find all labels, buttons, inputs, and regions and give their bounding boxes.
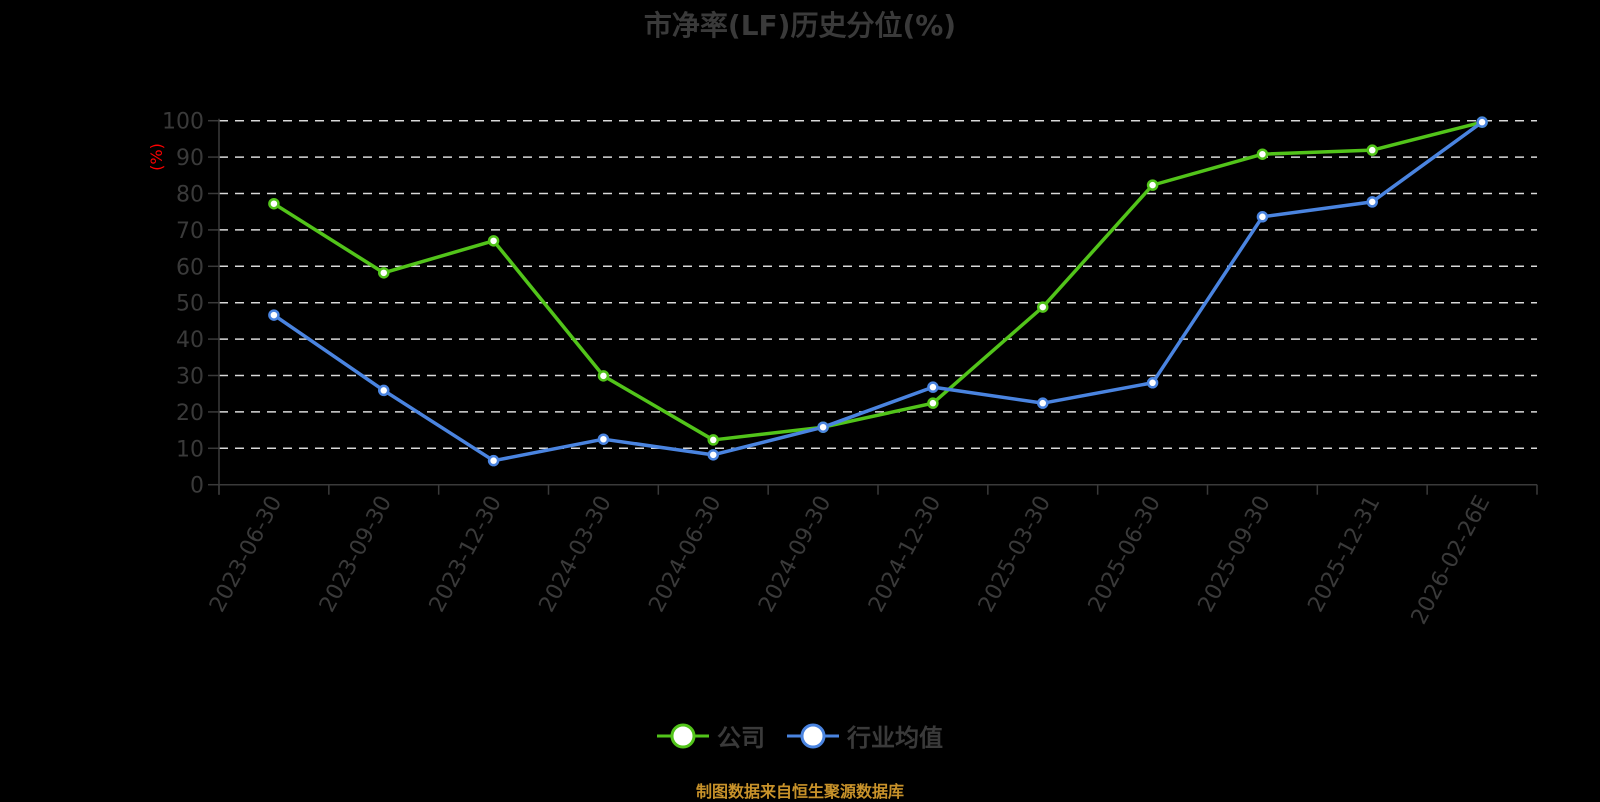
legend-marker-company-icon (657, 723, 709, 748)
data-source-footer: 制图数据来自恒生聚源数据库 (695, 782, 904, 801)
x-tick-label: 2024-03-30 (535, 492, 617, 617)
x-tick-label: 2025-03-30 (974, 492, 1056, 617)
y-tick-label: 30 (176, 365, 204, 390)
legend-label-industry: 行业均值 (847, 724, 943, 752)
y-tick-label: 100 (162, 110, 204, 135)
x-tick-label: 2023-12-30 (425, 492, 507, 617)
x-tick-label: 2025-06-30 (1084, 492, 1166, 617)
series-lines (268, 116, 1488, 467)
data-point[interactable] (487, 454, 500, 467)
data-point[interactable] (597, 370, 610, 382)
data-point[interactable] (378, 384, 390, 397)
data-point[interactable] (268, 309, 280, 321)
x-tick-label: 2025-09-30 (1194, 492, 1276, 617)
y-tick-label: 20 (176, 401, 204, 426)
x-tick-label: 2026-02-26E (1407, 492, 1496, 629)
y-axis: 0 10 20 30 40 50 60 70 80 90 100 (162, 110, 220, 499)
y-tick-label: 0 (190, 474, 204, 499)
x-tick-label: 2024-06-30 (644, 492, 726, 617)
data-point[interactable] (268, 197, 280, 210)
y-tick-label: 60 (176, 255, 204, 280)
grid-lines (219, 119, 1537, 450)
data-point[interactable] (1146, 179, 1159, 191)
y-tick-label: 80 (176, 183, 204, 208)
y-tick-label: 90 (176, 146, 204, 171)
data-point[interactable] (378, 267, 390, 279)
y-tick-label: 40 (176, 328, 204, 353)
x-tick-label: 2023-09-30 (315, 492, 397, 617)
data-point[interactable] (1366, 144, 1378, 156)
data-point[interactable] (597, 433, 610, 445)
data-point[interactable] (927, 381, 939, 393)
data-point[interactable] (817, 421, 829, 433)
x-tick-label: 2024-09-30 (754, 492, 836, 617)
x-axis: 2023-06-30 2023-09-30 2023-12-30 2024-03-30… (205, 483, 1538, 629)
y-tick-label: 70 (176, 219, 204, 244)
x-tick-label: 2023-06-30 (205, 492, 287, 617)
data-point[interactable] (1256, 148, 1269, 160)
legend-item-company[interactable]: 公司 (657, 718, 765, 753)
x-tick-label: 2024-12-30 (864, 492, 946, 617)
legend-marker-industry-icon (787, 723, 839, 748)
data-point[interactable] (927, 397, 939, 409)
series-line (272, 120, 1483, 442)
data-point[interactable] (1366, 196, 1378, 208)
data-point[interactable] (1476, 116, 1488, 128)
data-point[interactable] (707, 434, 719, 446)
y-axis-unit-label: (%) (147, 143, 166, 171)
data-point[interactable] (1146, 377, 1159, 389)
y-tick-label: 10 (176, 437, 204, 462)
series-line (272, 120, 1484, 463)
chart-title: 市净率(LF)历史分位(%) (643, 9, 957, 42)
y-tick-label: 50 (176, 292, 204, 317)
data-point[interactable] (1256, 211, 1269, 223)
legend-label-company: 公司 (717, 724, 765, 752)
legend-item-industry[interactable]: 行业均值 (787, 718, 943, 753)
data-point[interactable] (707, 449, 719, 461)
data-point[interactable] (1037, 397, 1049, 409)
data-point[interactable] (487, 235, 500, 247)
data-point[interactable] (1037, 301, 1049, 313)
legend: 公司 行业均值 (0, 718, 1600, 753)
x-tick-label: 2025-12-31 (1303, 492, 1385, 617)
